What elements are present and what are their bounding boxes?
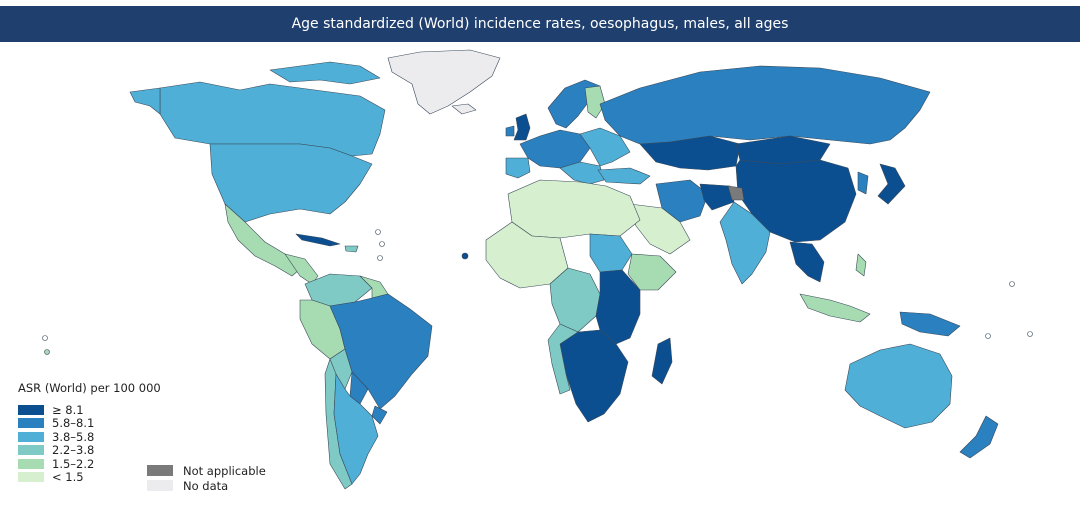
- region-southern-africa: [559, 329, 629, 423]
- region-korea-japan: [857, 171, 869, 195]
- legend-swatch: [18, 458, 44, 469]
- legend-item: ≥ 8.1: [18, 403, 161, 417]
- legend-item: 1.5–2.2: [18, 457, 161, 471]
- region-mexico: [224, 203, 301, 277]
- legend-label: 5.8–8.1: [52, 416, 95, 431]
- region-island-pacific-5: [985, 333, 991, 339]
- legend-extra-swatch: [147, 465, 173, 476]
- region-sudan: [589, 233, 633, 273]
- region-turkey: [597, 167, 651, 185]
- legend: ASR (World) per 100 000 ≥ 8.1 5.8–8.1 3.…: [18, 381, 161, 484]
- region-japan: [877, 163, 906, 205]
- region-russia: [599, 65, 931, 145]
- region-australia: [844, 343, 953, 429]
- region-island-caribbean-1: [375, 229, 381, 235]
- legend-swatch: [18, 472, 44, 483]
- region-new-guinea: [899, 311, 961, 337]
- region-usa: [209, 143, 373, 223]
- legend-extra-swatch: [147, 480, 173, 491]
- legend-swatch: [18, 418, 44, 429]
- region-new-zealand: [959, 415, 999, 459]
- legend-item: < 1.5: [18, 470, 161, 485]
- region-arctic-islands: [269, 61, 381, 85]
- region-canada: [159, 81, 386, 157]
- region-kashmir: [727, 185, 745, 201]
- region-indochina: [789, 241, 825, 283]
- legend-extra-item: No data: [147, 478, 266, 493]
- legend-label: ≥ 8.1: [52, 402, 84, 417]
- region-cuba: [295, 233, 341, 247]
- region-island-caribbean-3: [377, 255, 383, 261]
- region-central-africa: [549, 267, 601, 333]
- region-north-africa: [507, 179, 641, 239]
- legend-title: ASR (World) per 100 000: [18, 381, 161, 395]
- region-iberia: [505, 157, 531, 179]
- region-eastern-europe: [579, 127, 631, 167]
- region-greenland: [387, 49, 501, 115]
- region-philippines: [855, 253, 867, 277]
- region-uruguay: [371, 405, 388, 425]
- region-uk: [513, 113, 531, 141]
- legend-label: < 1.5: [52, 470, 84, 485]
- region-iceland: [451, 103, 477, 115]
- region-island-pacific-1: [42, 335, 48, 341]
- region-island-caribbean-2: [379, 241, 385, 247]
- legend-extra: Not applicable No data: [147, 463, 266, 493]
- region-hispaniola: [344, 245, 359, 253]
- legend-label: 2.2–3.8: [52, 443, 95, 458]
- legend-extra-label: Not applicable: [183, 463, 266, 478]
- region-western-europe: [519, 129, 591, 169]
- legend-item: 5.8–8.1: [18, 416, 161, 431]
- legend-item: 3.8–5.8: [18, 430, 161, 444]
- legend-swatch: [18, 404, 44, 415]
- region-afghanistan: [699, 183, 735, 211]
- region-island-pacific-4: [1027, 331, 1033, 337]
- region-island-pacific-3: [1009, 281, 1015, 287]
- region-italy-balkans: [559, 161, 605, 185]
- world-map: [42, 49, 1033, 490]
- region-arabia: [629, 203, 691, 255]
- legend-item: 2.2–3.8: [18, 443, 161, 458]
- region-argentina: [333, 373, 379, 485]
- region-ireland: [505, 125, 515, 137]
- legend-extra-item: Not applicable: [147, 463, 266, 478]
- legend-extra-label: No data: [183, 478, 229, 493]
- region-island-pacific-2: [44, 349, 50, 355]
- region-namibia-angola: [547, 323, 579, 395]
- region-india: [719, 201, 771, 285]
- legend-label: 1.5–2.2: [52, 456, 95, 471]
- legend-swatch: [18, 445, 44, 456]
- region-island-atlantic: [461, 252, 469, 260]
- region-east-africa: [595, 269, 641, 345]
- region-finland: [584, 85, 606, 119]
- region-malaysia-indonesia: [799, 293, 871, 323]
- region-madagascar: [651, 337, 673, 385]
- map-title: Age standardized (World) incidence rates…: [0, 6, 1080, 42]
- region-alaska: [129, 87, 161, 115]
- region-horn-africa: [627, 253, 677, 291]
- legend-label: 3.8–5.8: [52, 429, 95, 444]
- legend-swatch: [18, 431, 44, 442]
